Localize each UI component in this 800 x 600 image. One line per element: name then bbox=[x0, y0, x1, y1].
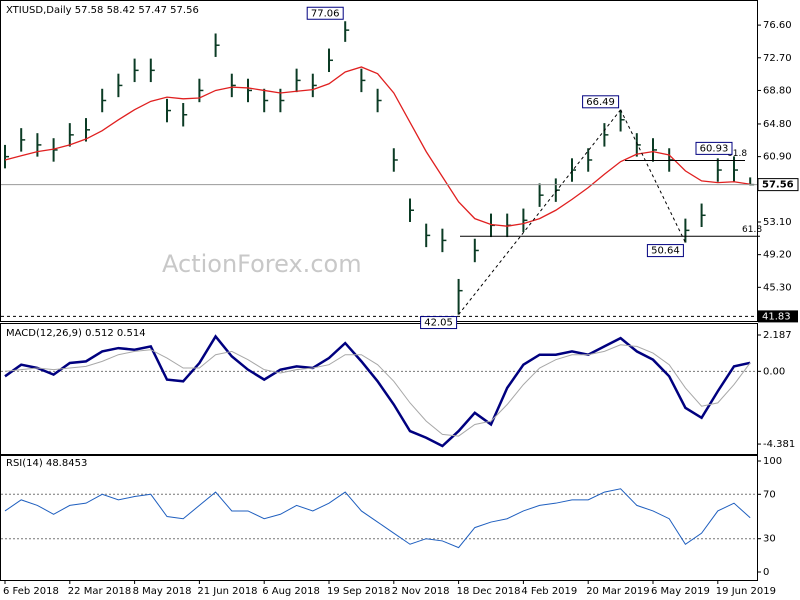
label-box bbox=[582, 95, 620, 109]
x-tick-label: 18 Dec 2018 bbox=[457, 586, 521, 597]
x-tick-label: 6 May 2019 bbox=[651, 586, 710, 597]
indicator-line bbox=[4, 344, 751, 437]
x-tick-label: 19 Jun 2019 bbox=[716, 586, 776, 597]
x-tick-label: 2 Nov 2018 bbox=[392, 586, 450, 597]
x-tick-label: 4 Feb 2019 bbox=[521, 586, 577, 597]
y-tick-label: 53.10 bbox=[763, 217, 792, 228]
label-box bbox=[695, 141, 733, 155]
y-tick-label: 30 bbox=[763, 534, 776, 545]
price-annotation: 42.05 bbox=[424, 318, 453, 329]
y-tick-label: 2.187 bbox=[763, 330, 792, 341]
y-tick-label: 70 bbox=[763, 489, 776, 500]
y-tick-label: 64.80 bbox=[763, 119, 792, 130]
x-tick-label: 21 Jun 2018 bbox=[197, 586, 257, 597]
price-annotation: 60.93 bbox=[700, 143, 729, 154]
price-annotation: 66.49 bbox=[586, 97, 615, 108]
fib-label: 61.8 bbox=[727, 149, 747, 159]
chart-title: XTIUSD,Daily 57.58 58.42 57.47 57.56 bbox=[6, 5, 199, 16]
rsi-panel bbox=[0, 455, 758, 581]
trend-line bbox=[458, 109, 621, 315]
price-annotation: 50.64 bbox=[651, 246, 680, 257]
x-tick-label: 6 Feb 2018 bbox=[3, 586, 59, 597]
trend-line bbox=[620, 109, 686, 243]
y-tick-label: 0.00 bbox=[763, 366, 785, 377]
moving-average bbox=[4, 66, 751, 227]
price-panel bbox=[0, 0, 758, 322]
label-box bbox=[420, 316, 458, 330]
macd-title: MACD(12,26,9) 0.512 0.514 bbox=[6, 328, 146, 339]
price-annotation: 77.06 bbox=[311, 8, 340, 19]
macd-panel bbox=[0, 323, 758, 455]
x-tick-label: 8 May 2018 bbox=[133, 586, 192, 597]
last-price-label: 57.56 bbox=[762, 180, 794, 191]
y-tick-label: -4.381 bbox=[763, 439, 795, 450]
price-box bbox=[758, 310, 798, 323]
y-tick-label: 60.90 bbox=[763, 152, 792, 163]
y-tick-label: 45.30 bbox=[763, 282, 792, 293]
y-tick-label: 72.70 bbox=[763, 53, 792, 64]
y-tick-label: 0 bbox=[763, 567, 769, 578]
x-tick-label: 20 Mar 2019 bbox=[586, 586, 649, 597]
x-tick-label: 19 Sep 2018 bbox=[327, 586, 390, 597]
label-box bbox=[646, 244, 684, 258]
y-tick-label: 76.60 bbox=[763, 20, 792, 31]
indicator-line bbox=[4, 334, 751, 448]
y-tick-label: 68.80 bbox=[763, 85, 792, 96]
x-tick-label: 6 Aug 2018 bbox=[262, 586, 320, 597]
x-tick-label: 22 Mar 2018 bbox=[68, 586, 131, 597]
watermark: ActionForex.com bbox=[162, 250, 362, 278]
indicator-line bbox=[4, 488, 751, 549]
rsi-title: RSI(14) 48.8453 bbox=[6, 458, 87, 469]
price-box bbox=[757, 178, 799, 192]
y-tick-label: 49.20 bbox=[763, 250, 792, 261]
y-tick-label: 100 bbox=[763, 456, 782, 467]
support-label: 41.83 bbox=[762, 311, 791, 322]
fib-label: 61.8 bbox=[742, 225, 762, 235]
label-box bbox=[306, 6, 344, 20]
